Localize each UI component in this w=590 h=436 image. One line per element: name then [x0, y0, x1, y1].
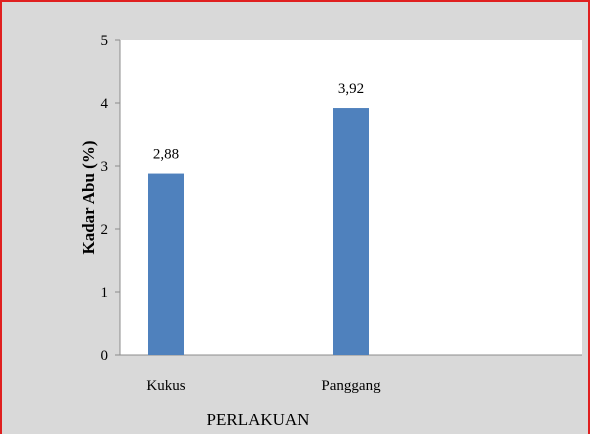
y-tick-label: 0: [101, 348, 109, 364]
x-axis-ticks: Kukus Panggang: [146, 378, 381, 394]
bar-kukus: [148, 173, 184, 355]
bars: 2,88 3,92: [148, 81, 369, 355]
x-tick-label: Panggang: [321, 378, 381, 394]
x-tick-label: Kukus: [146, 378, 185, 394]
y-axis-label: Kadar Abu (%): [79, 141, 98, 255]
y-tick-label: 1: [101, 285, 109, 301]
data-label: 3,92: [338, 81, 364, 97]
bar-panggang: [333, 108, 369, 355]
x-axis-label: PERLAKUAN: [207, 410, 310, 429]
y-tick-label: 5: [101, 33, 109, 49]
y-tick-label: 3: [101, 159, 109, 175]
y-tick-label: 4: [101, 96, 109, 112]
data-label: 2,88: [153, 147, 179, 163]
y-tick-label: 2: [101, 222, 109, 238]
y-axis-ticks: 0 1 2 3 4 5: [101, 33, 120, 364]
